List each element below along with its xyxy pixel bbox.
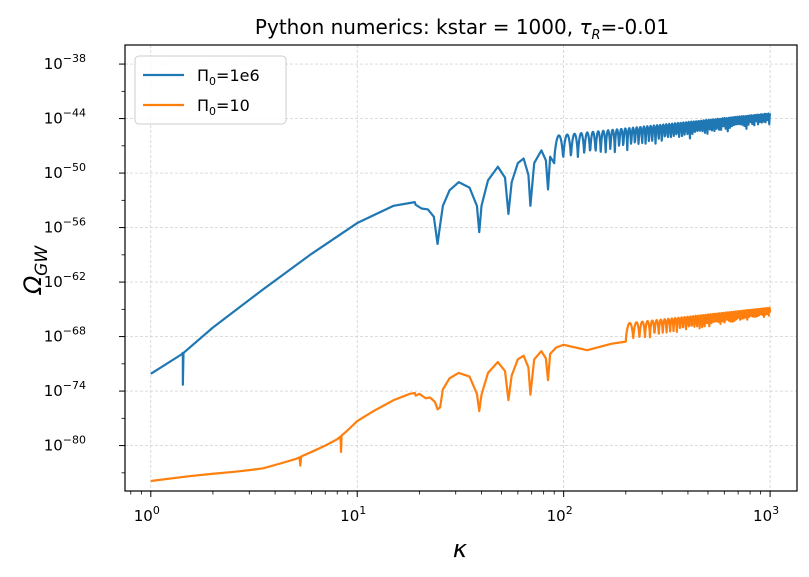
series-line-2	[150, 306, 772, 483]
y-axis-label: ΩGW	[19, 245, 52, 296]
legend-box	[134, 55, 287, 125]
y-tick-label: 10−80	[44, 434, 86, 455]
legend-label-2: Π0=10	[197, 96, 250, 118]
chart-title: Python numerics: kstar = 1000, τR=-0.01	[255, 15, 669, 43]
x-tick-label: 100	[134, 504, 160, 525]
y-tick-label: 10−56	[44, 216, 86, 237]
axis-ticks: 100 101 102 103 10−38 10−44 10−50 10−56 10−62 10−…	[44, 52, 779, 525]
grid-lines	[125, 45, 797, 491]
x-tick-label: 102	[547, 504, 573, 525]
y-tick-label: 10−44	[44, 107, 86, 128]
x-tick-label: 103	[753, 504, 779, 525]
y-tick-label: 10−74	[44, 379, 86, 400]
y-tick-label: 10−68	[44, 325, 86, 346]
y-tick-label: 10−38	[44, 52, 86, 73]
y-tick-label: 10−62	[44, 270, 86, 291]
y-tick-label: 10−50	[44, 161, 86, 182]
legend-label-1: Π0=1e6	[197, 66, 260, 88]
plot-frame	[124, 44, 798, 492]
x-axis-label: κ	[453, 535, 468, 563]
plot-lines	[150, 112, 772, 483]
legend: Π0=1e6 Π0=10	[134, 55, 287, 125]
x-tick-label: 101	[340, 504, 366, 525]
series-line-1	[150, 112, 772, 386]
